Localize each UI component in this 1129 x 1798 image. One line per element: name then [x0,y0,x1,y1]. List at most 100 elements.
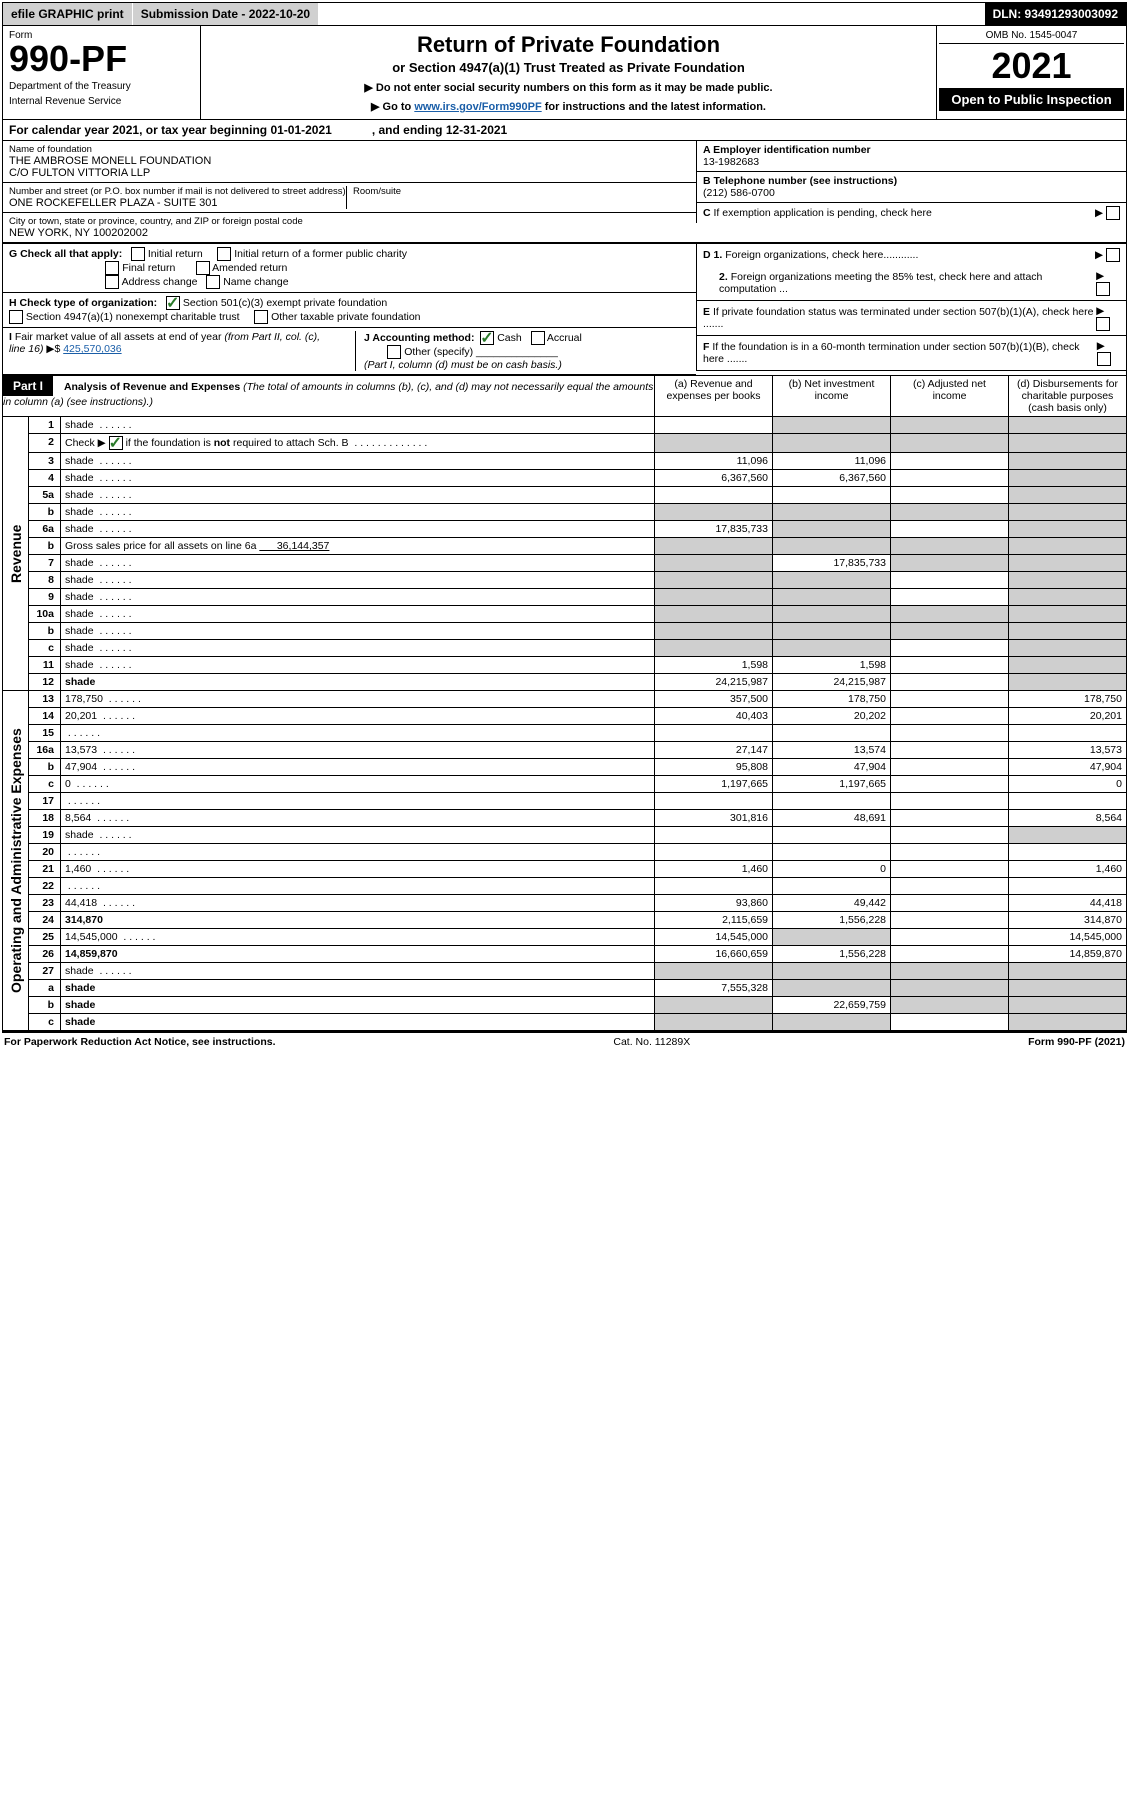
j-accrual[interactable] [531,331,545,345]
cell-d [1009,487,1127,504]
cell-c [891,742,1009,759]
g-initial-return[interactable] [131,247,145,261]
cell-b: 13,574 [773,742,891,759]
ssn-note: ▶ Do not enter social security numbers o… [211,81,926,94]
table-row: Revenue1shade . . . . . . [3,417,1127,434]
col-b-header: (b) Net investment income [773,376,891,417]
line-number: 17 [29,793,61,810]
table-row: 10ashade . . . . . . [3,606,1127,623]
cell-d [1009,997,1127,1014]
table-row: 2344,418 . . . . . .93,86049,44244,418 [3,895,1127,912]
cell-d [1009,980,1127,997]
table-row: 9shade . . . . . . [3,589,1127,606]
line-number: 10a [29,606,61,623]
table-row: 19shade . . . . . . [3,827,1127,844]
g-amended[interactable] [196,261,210,275]
schb-checkbox[interactable] [109,436,123,450]
line-number: b [29,759,61,776]
cell-c [891,504,1009,521]
table-row: bshade . . . . . . [3,623,1127,640]
line-description: shade . . . . . . [61,453,655,470]
g-name-change[interactable] [206,275,220,289]
cal-year-end: , and ending 12-31-2021 [372,123,507,137]
g-address-change[interactable] [105,275,119,289]
cell-b [773,640,891,657]
cell-d [1009,878,1127,895]
c-label: If exemption application is pending, che… [714,207,932,219]
table-row: 4shade . . . . . .6,367,5606,367,560 [3,470,1127,487]
cell-c [891,827,1009,844]
table-row: 188,564 . . . . . .301,81648,6918,564 [3,810,1127,827]
line-number: 7 [29,555,61,572]
table-row: 3shade . . . . . .11,09611,096 [3,453,1127,470]
col-a-header: (a) Revenue and expenses per books [655,376,773,417]
form-title: Return of Private Foundation [211,32,926,58]
line-description: shade . . . . . . [61,606,655,623]
cell-d [1009,674,1127,691]
cell-d [1009,725,1127,742]
cell-b [773,793,891,810]
foundation-name-2: C/O FULTON VITTORIA LLP [9,167,690,179]
h-501c3[interactable] [166,296,180,310]
h-4947[interactable] [9,310,23,324]
c-checkbox[interactable] [1106,206,1120,220]
cell-d: 0 [1009,776,1127,793]
cell-d: 178,750 [1009,691,1127,708]
line-description: 47,904 . . . . . . [61,759,655,776]
cell-c [891,538,1009,555]
line-description: Gross sales price for all assets on line… [61,538,655,555]
line-description: 178,750 . . . . . . [61,691,655,708]
d2-checkbox[interactable] [1096,282,1110,296]
cell-a: 357,500 [655,691,773,708]
cell-a: 24,215,987 [655,674,773,691]
line-description: Check ▶ if the foundation is not require… [61,434,655,453]
line-description: shade [61,980,655,997]
line-description: shade . . . . . . [61,589,655,606]
cell-b [773,827,891,844]
cell-a [655,572,773,589]
f-checkbox[interactable] [1097,352,1111,366]
cell-b [773,929,891,946]
i-label: Fair market value of all assets at end o… [9,331,320,355]
cell-b: 47,904 [773,759,891,776]
i-value[interactable]: 425,570,036 [63,343,121,355]
line-number: 20 [29,844,61,861]
d1-checkbox[interactable] [1106,248,1120,262]
cell-a: 2,115,659 [655,912,773,929]
open-to-public: Open to Public Inspection [939,88,1124,111]
form-link[interactable]: www.irs.gov/Form990PF [414,101,541,113]
line-number: c [29,640,61,657]
g-final-return[interactable] [105,261,119,275]
cell-c [891,434,1009,453]
cell-b [773,434,891,453]
cell-c [891,470,1009,487]
j-cash[interactable] [480,331,494,345]
line-number: 23 [29,895,61,912]
cell-c [891,589,1009,606]
addr-label: Number and street (or P.O. box number if… [9,186,346,197]
cell-d [1009,589,1127,606]
line-description: 314,870 [61,912,655,929]
submission-date: Submission Date - 2022-10-20 [133,3,319,25]
table-row: Operating and Administrative Expenses131… [3,691,1127,708]
cell-d [1009,453,1127,470]
top-bar: efile GRAPHIC print Submission Date - 20… [2,2,1127,26]
j-other[interactable] [387,345,401,359]
part1-heading: Analysis of Revenue and Expenses [64,381,240,393]
street-address: ONE ROCKEFELLER PLAZA - SUITE 301 [9,197,346,209]
side-revenue: Revenue [3,417,29,691]
cell-d [1009,963,1127,980]
g-initial-former[interactable] [217,247,231,261]
goto-note: ▶ Go to www.irs.gov/Form990PF for instru… [211,100,926,113]
h-other-taxable[interactable] [254,310,268,324]
line-description: 14,545,000 . . . . . . [61,929,655,946]
cell-b: 178,750 [773,691,891,708]
j-label: J Accounting method: [364,332,474,344]
g-label: G Check all that apply: [9,248,122,260]
table-row: 8shade . . . . . . [3,572,1127,589]
line-number: 11 [29,657,61,674]
line-number: 24 [29,912,61,929]
e-checkbox[interactable] [1096,317,1110,331]
table-row: 1420,201 . . . . . .40,40320,20220,201 [3,708,1127,725]
line-description: shade [61,1014,655,1031]
